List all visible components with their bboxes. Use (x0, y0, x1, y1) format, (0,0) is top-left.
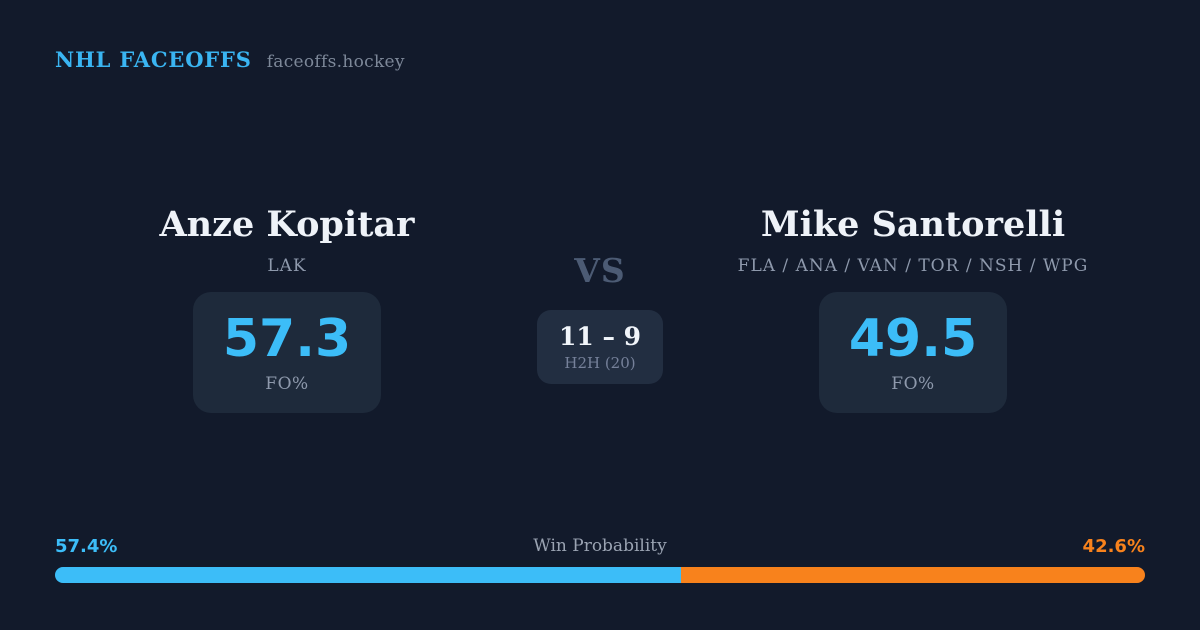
player-right-fo-value: 49.5 (848, 309, 978, 370)
player-right-stat-card: 49.5 FO% (818, 292, 1008, 414)
win-probability-left-pct: 57.4% (55, 536, 118, 557)
player-left-stat-label: FO% (265, 374, 309, 395)
vs-label: VS (574, 251, 626, 290)
player-left-stat-card: 57.3 FO% (192, 292, 382, 414)
player-right-name: Mike Santorelli (760, 204, 1066, 245)
player-left-fo-value: 57.3 (222, 309, 352, 370)
player-right-teams: FLA / ANA / VAN / TOR / NSH / WPG (737, 256, 1089, 277)
win-probability-bar-left-segment (55, 567, 681, 583)
player-right-stat-label: FO% (891, 374, 935, 395)
player-left-name: Anze Kopitar (159, 204, 415, 245)
player-left-column: Anze Kopitar LAK 57.3 FO% (62, 204, 512, 414)
matchup-center-column: VS 11 – 9 H2H (20) (500, 205, 700, 384)
brand-header: NHL FACEOFFS faceoffs.hockey (55, 47, 405, 72)
h2h-label: H2H (20) (564, 353, 636, 372)
player-right-column: Mike Santorelli FLA / ANA / VAN / TOR / … (688, 204, 1138, 414)
brand-domain: faceoffs.hockey (266, 52, 405, 72)
win-probability-section: 57.4% Win Probability 42.6% (55, 536, 1145, 583)
win-probability-bar (55, 567, 1145, 583)
player-left-teams: LAK (267, 256, 307, 277)
win-probability-bar-right-segment (680, 567, 1145, 583)
h2h-card: 11 – 9 H2H (20) (536, 310, 664, 384)
win-probability-labels: 57.4% Win Probability 42.6% (55, 536, 1145, 557)
win-probability-right-pct: 42.6% (1082, 536, 1145, 557)
win-probability-title: Win Probability (533, 536, 667, 556)
brand-title: NHL FACEOFFS (55, 47, 252, 72)
h2h-score: 11 – 9 (558, 322, 642, 351)
